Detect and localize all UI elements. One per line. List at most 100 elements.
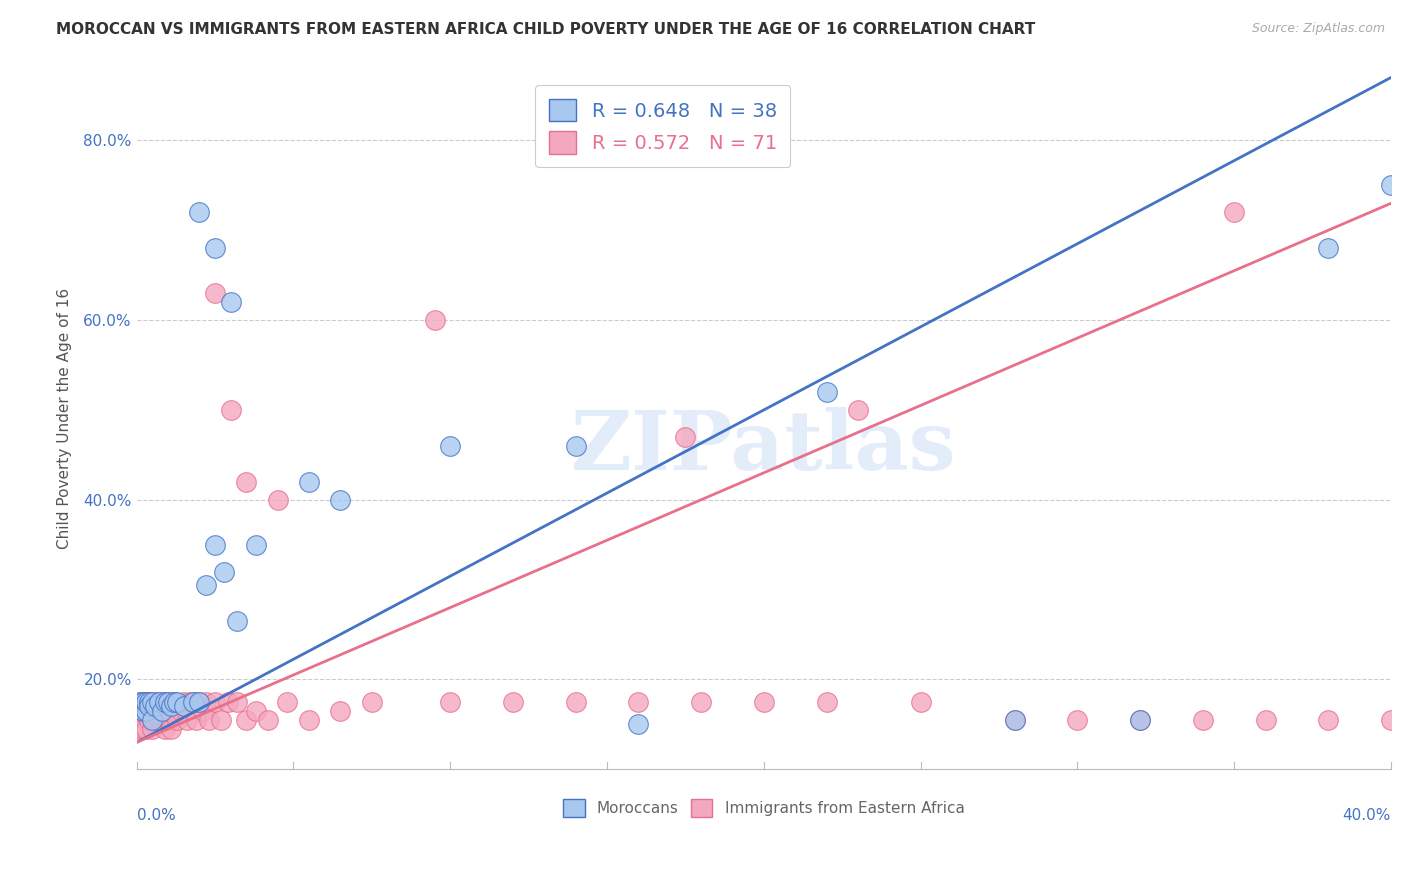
Point <box>191 704 214 718</box>
Point <box>166 695 188 709</box>
Point <box>150 704 173 718</box>
Point <box>135 695 157 709</box>
Point <box>128 722 150 736</box>
Point <box>910 695 932 709</box>
Point <box>257 713 280 727</box>
Point <box>219 403 242 417</box>
Point <box>145 695 167 709</box>
Point <box>132 704 155 718</box>
Point <box>815 695 838 709</box>
Point <box>141 695 163 709</box>
Point <box>423 313 446 327</box>
Point <box>188 205 211 219</box>
Point <box>197 713 219 727</box>
Point <box>235 475 257 489</box>
Point <box>160 699 183 714</box>
Point <box>846 403 869 417</box>
Point <box>209 713 232 727</box>
Point <box>1004 713 1026 727</box>
Point <box>153 695 176 709</box>
Point <box>1129 713 1152 727</box>
Point <box>690 695 713 709</box>
Point <box>235 713 257 727</box>
Point <box>1223 205 1246 219</box>
Point <box>138 713 160 727</box>
Point <box>1066 713 1088 727</box>
Point <box>135 722 157 736</box>
Point <box>204 286 226 301</box>
Point <box>150 713 173 727</box>
Point <box>188 695 211 709</box>
Point <box>166 713 188 727</box>
Point <box>298 475 321 489</box>
Point <box>564 439 586 453</box>
Point <box>150 704 173 718</box>
Point <box>132 704 155 718</box>
Point <box>217 695 239 709</box>
Point <box>815 384 838 399</box>
Point <box>360 695 382 709</box>
Point <box>148 695 170 709</box>
Point <box>181 695 204 709</box>
Point <box>194 578 217 592</box>
Point <box>204 695 226 709</box>
Point <box>1379 178 1402 193</box>
Point <box>132 695 155 709</box>
Point <box>138 695 160 709</box>
Point <box>132 695 155 709</box>
Point <box>204 241 226 255</box>
Point <box>627 717 650 731</box>
Point <box>1317 241 1340 255</box>
Point <box>186 713 208 727</box>
Point <box>163 695 186 709</box>
Point <box>267 492 290 507</box>
Point <box>176 713 198 727</box>
Y-axis label: Child Poverty Under the Age of 16: Child Poverty Under the Age of 16 <box>58 288 72 549</box>
Point <box>135 704 157 718</box>
Text: 0.0%: 0.0% <box>136 808 176 822</box>
Point <box>156 695 179 709</box>
Text: Source: ZipAtlas.com: Source: ZipAtlas.com <box>1251 22 1385 36</box>
Point <box>153 695 176 709</box>
Point <box>128 695 150 709</box>
Point <box>194 695 217 709</box>
Point <box>179 695 201 709</box>
Point <box>1254 713 1277 727</box>
Point <box>138 699 160 714</box>
Point <box>439 439 461 453</box>
Point <box>1379 713 1402 727</box>
Point <box>160 722 183 736</box>
Point <box>219 295 242 310</box>
Point <box>675 430 697 444</box>
Point <box>132 722 155 736</box>
Point <box>439 695 461 709</box>
Point <box>148 695 170 709</box>
Point <box>1192 713 1215 727</box>
Text: 40.0%: 40.0% <box>1343 808 1391 822</box>
Point <box>169 704 191 718</box>
Point <box>752 695 775 709</box>
Point <box>141 704 163 718</box>
Point <box>226 695 249 709</box>
Point <box>226 614 249 628</box>
Point <box>141 722 163 736</box>
Point <box>214 565 236 579</box>
Text: ZIPatlas: ZIPatlas <box>571 407 956 487</box>
Point <box>204 538 226 552</box>
Point <box>135 704 157 718</box>
Point <box>564 695 586 709</box>
Point <box>188 695 211 709</box>
Point <box>276 695 298 709</box>
Point <box>627 695 650 709</box>
Point <box>135 695 157 709</box>
Point <box>502 695 524 709</box>
Point <box>145 713 167 727</box>
Point <box>148 713 170 727</box>
Point <box>329 704 352 718</box>
Point <box>245 538 267 552</box>
Point <box>245 704 267 718</box>
Point <box>1317 713 1340 727</box>
Point <box>160 704 183 718</box>
Text: MOROCCAN VS IMMIGRANTS FROM EASTERN AFRICA CHILD POVERTY UNDER THE AGE OF 16 COR: MOROCCAN VS IMMIGRANTS FROM EASTERN AFRI… <box>56 22 1035 37</box>
Point <box>173 695 195 709</box>
